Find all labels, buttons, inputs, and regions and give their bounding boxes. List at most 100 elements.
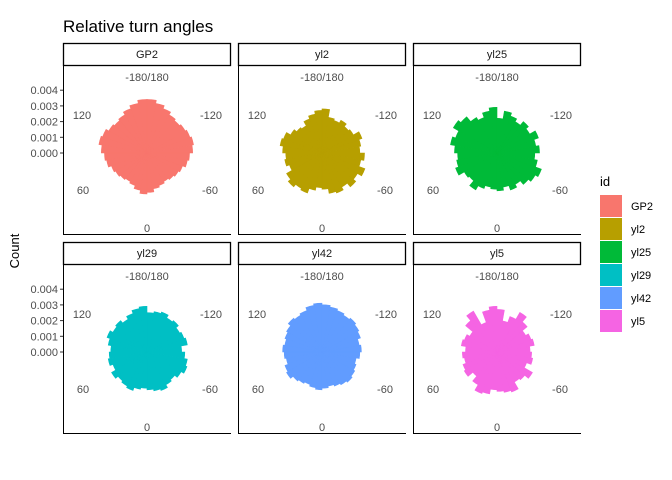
- angle-label-bottom: 0: [319, 422, 325, 434]
- legend-label-yl29: yl29: [631, 270, 651, 282]
- angle-label-bottom: 0: [494, 422, 500, 434]
- y-tick-label: 0.002: [30, 316, 58, 328]
- histogram-bar-yl29: [111, 351, 148, 379]
- angle-label-upper-right: -120: [375, 110, 397, 122]
- histogram-bar-GP2: [146, 129, 191, 154]
- facet-panels: GP2 -180/180 120 -120 60 -60 0 0.004 0.003 0.002 0…: [30, 42, 582, 434]
- angle-label-top: -180/180: [300, 72, 343, 84]
- facet-panel-yl42: yl42 -180/180 120 -120 60 -60 0: [237, 241, 407, 434]
- angle-label-lower-left: 60: [427, 384, 439, 396]
- histogram-bar-yl29: [107, 338, 148, 353]
- angle-label-bottom: 0: [144, 223, 150, 235]
- angle-label-lower-left: 60: [77, 185, 89, 197]
- histogram-bar-yl42: [299, 310, 323, 353]
- facet-strip-label: yl25: [487, 49, 507, 61]
- y-tick-label: 0.001: [30, 132, 58, 144]
- angle-label-upper-right: -120: [200, 309, 222, 321]
- histogram-bar-GP2: [146, 99, 157, 154]
- histogram-bar-yl2: [287, 152, 323, 188]
- angle-label-lower-right: -60: [202, 185, 218, 197]
- histogram-bar-yl2: [303, 118, 323, 154]
- y-tick-label: 0.004: [30, 85, 58, 97]
- y-tick-label: 0.001: [30, 331, 58, 343]
- histogram-bar-yl5: [460, 339, 498, 353]
- histogram-bar-yl25: [496, 152, 518, 191]
- facet-panel-yl5: yl5 -180/180 120 -120 60 -60 0: [412, 241, 582, 434]
- angle-label-bottom: 0: [144, 422, 150, 434]
- y-axis-label: Count: [7, 233, 22, 268]
- histogram-bar-yl2: [321, 152, 365, 161]
- angle-label-top: -180/180: [125, 72, 168, 84]
- histogram-bar-yl29: [146, 311, 162, 353]
- histogram-bar-yl2: [321, 119, 347, 154]
- legend-label-yl25: yl25: [631, 247, 651, 259]
- facet-strip-label: GP2: [136, 49, 158, 61]
- legend-key-yl2: [600, 218, 622, 240]
- y-tick-label: 0.003: [30, 300, 58, 312]
- legend-label-GP2: GP2: [631, 201, 653, 213]
- histogram-bar-GP2: [146, 124, 186, 154]
- angle-label-lower-right: -60: [377, 384, 393, 396]
- histogram-bar-yl29: [146, 351, 188, 367]
- histogram-bar-yl42: [284, 331, 323, 353]
- legend-label-yl5: yl5: [631, 316, 645, 328]
- histogram-bar-yl29: [146, 351, 188, 374]
- angle-label-lower-right: -60: [552, 384, 568, 396]
- histogram-bar-yl2: [282, 145, 323, 154]
- histogram-bar-yl29: [146, 331, 185, 353]
- histogram-bar-yl5: [465, 320, 498, 353]
- histogram-bar-yl25: [454, 145, 498, 154]
- y-tick-label: 0.004: [30, 284, 58, 296]
- y-tick-label: 0.003: [30, 101, 58, 113]
- histogram-bar-yl2: [308, 152, 323, 191]
- facet-panel-GP2: GP2 -180/180 120 -120 60 -60 0 0.004 0.003 0.002 0…: [30, 42, 232, 235]
- histogram-bar-GP2: [118, 114, 148, 154]
- histogram-bar-yl42: [286, 325, 323, 353]
- histogram-bar-yl5: [482, 351, 498, 395]
- angle-label-lower-left: 60: [427, 185, 439, 197]
- angle-label-lower-left: 60: [252, 185, 264, 197]
- histogram-bar-yl42: [321, 351, 356, 377]
- histogram-bar-yl25: [496, 130, 539, 154]
- histogram-bar-yl2: [279, 138, 323, 154]
- histogram-bar-yl5: [496, 351, 532, 359]
- facet-strip: [62, 42, 232, 67]
- histogram-bar-yl29: [115, 320, 148, 353]
- angle-label-upper-left: 120: [73, 309, 91, 321]
- histogram-bar-yl42: [321, 317, 357, 353]
- angle-label-upper-left: 120: [423, 309, 441, 321]
- histogram-bar-yl25: [477, 152, 498, 189]
- angle-label-top: -180/180: [475, 271, 518, 283]
- histogram-bar-yl29: [133, 351, 148, 390]
- histogram-bar-yl25: [455, 152, 498, 176]
- histogram-bar-yl5: [496, 351, 519, 393]
- legend-key-yl42: [600, 287, 622, 309]
- histogram-bar-yl29: [146, 320, 179, 353]
- histogram-bar-GP2: [98, 135, 148, 154]
- angle-label-top: -180/180: [300, 271, 343, 283]
- legend-key-yl29: [600, 264, 622, 286]
- angle-label-lower-right: -60: [552, 185, 568, 197]
- histogram-bar-yl42: [287, 317, 323, 353]
- legend-key-GP2: [600, 195, 622, 217]
- angle-label-upper-right: -120: [550, 110, 572, 122]
- histogram-bar-yl2: [321, 152, 344, 194]
- legend-title: id: [600, 174, 610, 189]
- facet-strip: [237, 42, 407, 67]
- histogram-bar-yl42: [321, 351, 357, 371]
- facet-strip-label: yl29: [137, 248, 157, 260]
- histogram-bar-yl25: [496, 121, 529, 154]
- histogram-bar-yl42: [298, 351, 323, 384]
- facet-panel-yl2: yl2 -180/180 120 -120 60 -60 0: [237, 42, 407, 235]
- histogram-bar-yl5: [496, 309, 505, 353]
- histogram-bar-yl5: [466, 310, 498, 353]
- histogram-bar-yl2: [321, 129, 354, 154]
- histogram-bar-yl5: [496, 351, 534, 365]
- y-tick-label: 0.000: [30, 148, 58, 160]
- facet-panel-yl29: yl29 -180/180 120 -120 60 -60 0 0.004 0.003 0.002…: [30, 241, 232, 434]
- facet-strip: [237, 241, 407, 266]
- histogram-bar-yl2: [321, 152, 366, 177]
- legend: id GP2 yl2 yl25 yl29 yl42 yl5: [600, 174, 653, 332]
- histogram-bar-GP2: [122, 108, 148, 154]
- histogram-bar-yl42: [286, 351, 323, 379]
